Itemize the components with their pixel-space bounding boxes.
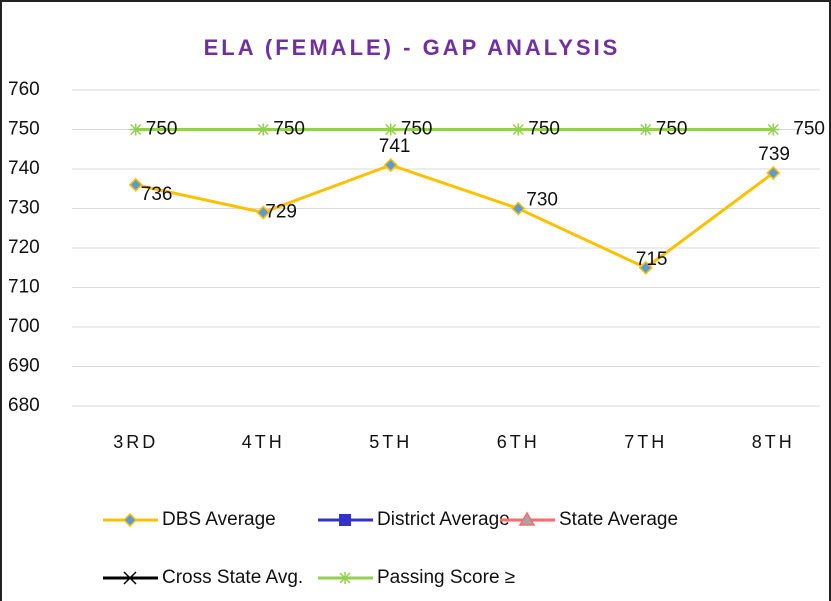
- data-label: 750: [401, 119, 433, 140]
- marker: [122, 512, 138, 528]
- y-tick-label: 750: [8, 119, 40, 140]
- chart-title: ELA (FEMALE) - GAP ANALYSIS: [204, 35, 621, 60]
- data-label: 736: [141, 184, 173, 205]
- legend-label: State Average: [559, 509, 678, 530]
- marker: [129, 123, 142, 136]
- data-label: 741: [379, 136, 411, 157]
- marker: [639, 123, 652, 136]
- y-tick-label: 740: [8, 158, 40, 179]
- data-label: 729: [265, 201, 297, 222]
- data-label: 739: [758, 144, 790, 165]
- marker: [256, 205, 271, 220]
- marker: [518, 511, 536, 526]
- marker: [767, 123, 780, 136]
- marker: [339, 514, 351, 526]
- x-tick-label: 3RD: [113, 432, 158, 452]
- x-tick-label: 4TH: [242, 432, 285, 452]
- series: 736 729 741 730 715 739: [128, 136, 790, 275]
- data-label: 715: [636, 249, 668, 270]
- y-tick-label: 720: [8, 237, 40, 258]
- y-tick-label: 730: [8, 198, 40, 219]
- data-label: 750: [528, 119, 560, 140]
- data-label: 750: [146, 119, 178, 140]
- legend-entry: State Average: [500, 509, 678, 530]
- data-label: 750: [656, 119, 688, 140]
- marker: [128, 177, 143, 192]
- data-label: 730: [526, 190, 558, 211]
- marker: [511, 201, 526, 216]
- marker: [384, 123, 397, 136]
- series: 750 750 750 750 750 750: [129, 119, 825, 140]
- x-tick-label: 5TH: [369, 432, 412, 452]
- legend-entry: DBS Average: [103, 509, 276, 530]
- line: [135, 163, 775, 270]
- marker: [123, 571, 137, 585]
- legend-label: Passing Score ≥: [377, 567, 515, 588]
- legend-label: DBS Average: [162, 509, 276, 530]
- legend-entry: Passing Score ≥: [318, 567, 515, 588]
- marker: [638, 260, 653, 275]
- x-tick-label: 6TH: [497, 432, 540, 452]
- marker: [257, 123, 270, 136]
- y-tick-label: 680: [8, 395, 40, 416]
- x-tick-label: 7TH: [624, 432, 667, 452]
- marker: [383, 157, 398, 173]
- marker: [766, 165, 781, 181]
- data-label: 750: [793, 119, 825, 140]
- y-tick-label: 690: [8, 356, 40, 377]
- marker: [512, 123, 525, 136]
- legend-label: Cross State Avg.: [162, 567, 303, 588]
- y-tick-label: 700: [8, 316, 40, 337]
- y-tick-label: 710: [8, 277, 40, 298]
- legend-entry: District Average: [318, 509, 510, 530]
- legend-entry: Cross State Avg.: [103, 567, 303, 588]
- data-label: 750: [273, 119, 305, 140]
- y-tick-label: 760: [8, 79, 40, 100]
- marker: [339, 572, 351, 584]
- legend-label: District Average: [377, 509, 510, 530]
- x-tick-label: 8TH: [752, 432, 795, 452]
